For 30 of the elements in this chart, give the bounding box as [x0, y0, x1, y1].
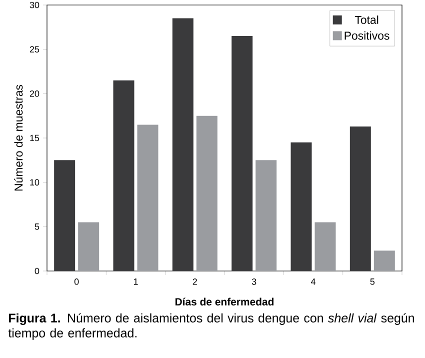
bar: [113, 80, 134, 271]
x-tick-label: 0: [74, 278, 79, 285]
bar: [374, 250, 395, 271]
y-axis-title: Número de muestras: [14, 84, 23, 191]
x-axis-title: Días de enfermedad: [175, 298, 274, 306]
x-tick-label: 5: [370, 278, 375, 285]
bar: [54, 160, 76, 271]
bar: [78, 222, 100, 271]
legend-label: Total: [354, 16, 378, 24]
legend-label: Positivos: [344, 31, 390, 40]
y-tick-label: 25: [30, 46, 40, 53]
bar: [314, 222, 336, 271]
x-tick-label: 2: [192, 278, 197, 285]
bar: [350, 126, 371, 271]
x-tick-label: 4: [310, 278, 316, 285]
bar: [290, 142, 312, 271]
bar: [137, 124, 158, 271]
bar: [256, 160, 277, 271]
x-tick-label: 1: [134, 278, 138, 285]
bar: [232, 36, 253, 271]
text: Figura 1. Número de aislamientos del virus dengue con shell vial según tiempo de enfermedad.: [8, 313, 414, 340]
y-tick-label: 5: [34, 224, 40, 230]
y-tick-label: 30: [30, 2, 40, 8]
y-tick-label: 10: [30, 179, 40, 186]
x-tick-label: 3: [252, 278, 256, 285]
y-tick-label: 15: [30, 134, 40, 142]
bar: [172, 18, 194, 271]
bar: [196, 116, 218, 271]
y-tick-label: 20: [30, 90, 40, 97]
y-tick-label: 0: [34, 268, 40, 274]
